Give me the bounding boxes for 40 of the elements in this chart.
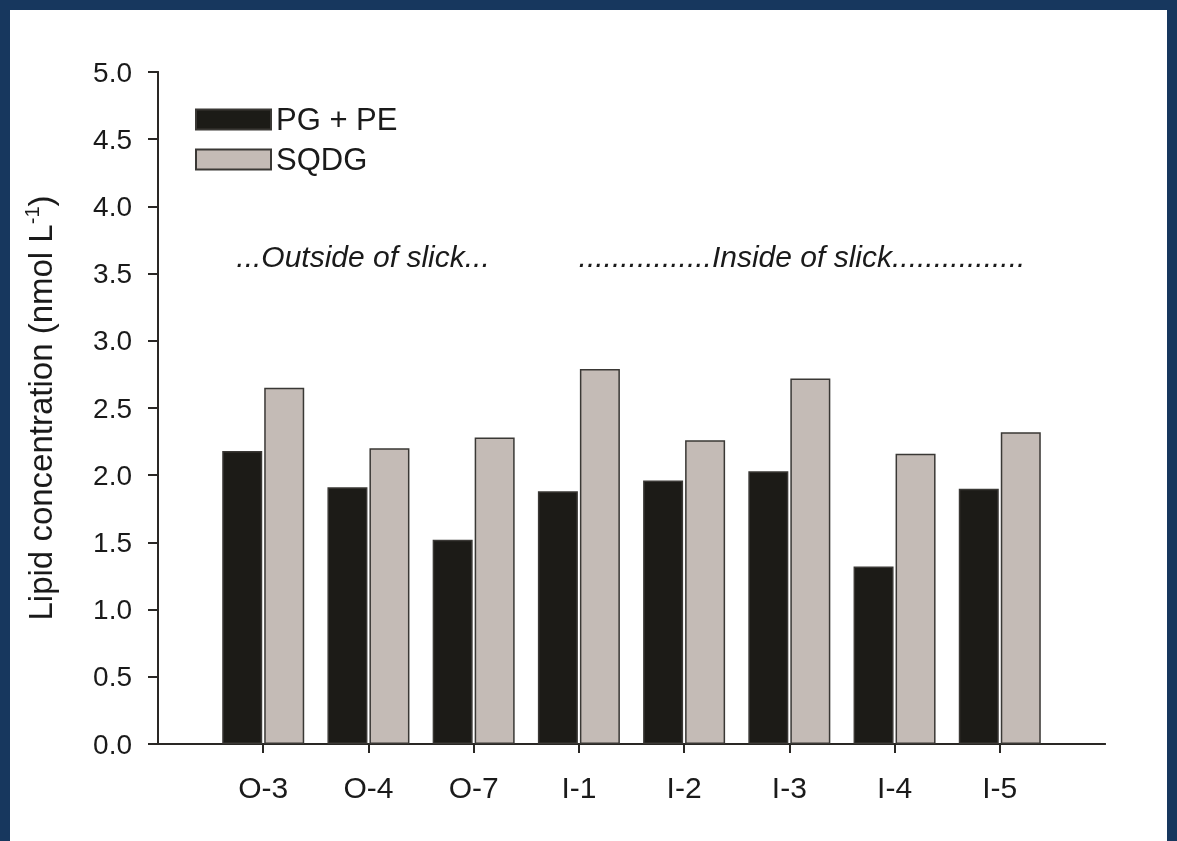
annotation: ...Outside of slick...: [236, 240, 490, 274]
x-tick-label: I-4: [877, 770, 913, 804]
y-tick-label: 3.5: [93, 258, 132, 290]
bar: [327, 487, 368, 744]
y-tick-label: 1.5: [93, 526, 132, 558]
x-tick-label: O-4: [343, 770, 394, 804]
y-tick-label: 5.0: [93, 56, 132, 88]
x-tick-label: O-3: [238, 770, 289, 804]
bar: [264, 387, 305, 744]
x-tick-label: I-2: [666, 770, 702, 804]
bar: [748, 471, 789, 744]
bar: [537, 491, 578, 744]
x-tick-label: I-1: [561, 770, 597, 804]
x-tick-label: O-7: [448, 770, 499, 804]
annotation: ................Inside of slick................: [578, 240, 1026, 274]
y-tick-label: 0.5: [93, 661, 132, 693]
bar: [958, 488, 999, 744]
bar: [369, 448, 410, 744]
bar: [222, 451, 263, 744]
bar: [643, 480, 684, 744]
y-tick-label: 4.0: [93, 190, 132, 222]
bar: [1000, 432, 1041, 744]
legend-label: SQDG: [276, 142, 368, 177]
y-tick-label: 2.5: [93, 392, 132, 424]
y-tick-label: 2.0: [93, 459, 132, 491]
legend-label: PG + PE: [276, 102, 398, 137]
bar: [432, 539, 473, 744]
bar: [895, 453, 936, 744]
y-tick-label: 4.5: [93, 123, 132, 155]
bar: [790, 378, 831, 744]
y-axis-title: Lipid concentration (nmol L-1): [21, 195, 59, 621]
bar: [474, 437, 515, 744]
bar: [853, 566, 894, 744]
x-tick-label: I-5: [982, 770, 1018, 804]
y-tick-label: 0.0: [93, 728, 132, 760]
y-tick-label: 3.0: [93, 325, 132, 357]
y-tick-label: 1.0: [93, 594, 132, 626]
x-tick-label: I-3: [771, 770, 807, 804]
bar: [579, 369, 620, 744]
bar: [685, 440, 726, 744]
